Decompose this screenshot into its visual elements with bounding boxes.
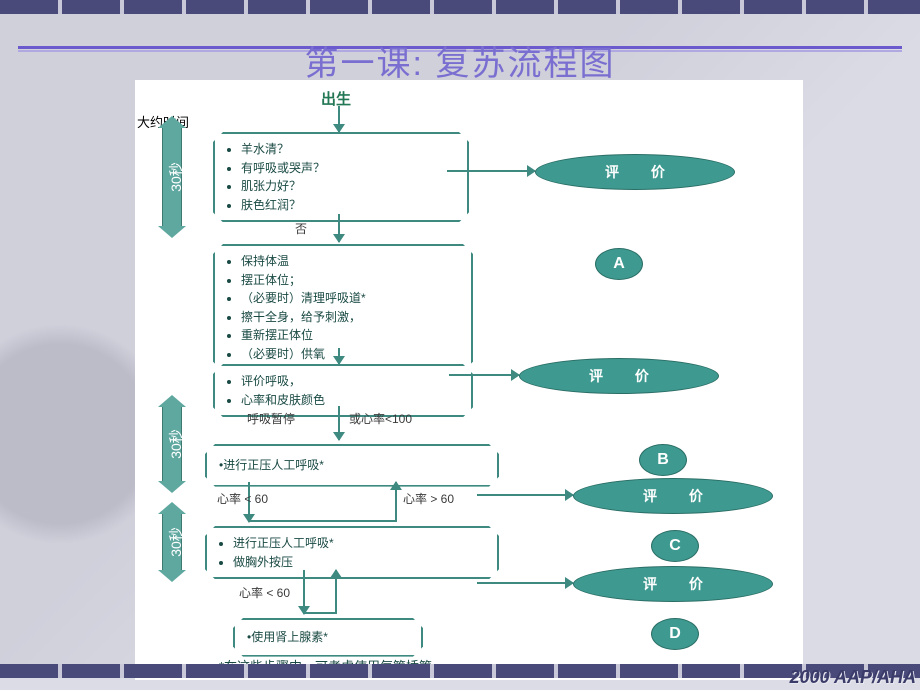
eval-ellipse-1: 评 价 (535, 154, 735, 190)
label-hr-lt-60: 心率 < 60 (217, 490, 268, 507)
brick-border-top (0, 0, 920, 14)
b2-item: 擦干全身，给予刺激， (241, 308, 461, 327)
b2-item: （必要时）清理呼吸道* (241, 289, 461, 308)
b1-item: 有呼吸或哭声？ (241, 159, 457, 178)
initial-steps-box: 保持体温 摆正体位； （必要时）清理呼吸道* 擦干全身，给予刺激， 重新摆正体位… (213, 244, 473, 372)
brick-border-bottom (0, 664, 920, 678)
arrow-b3-eval2 (449, 374, 519, 376)
step-badge-b: B (639, 444, 687, 476)
b2-item: 摆正体位； (241, 271, 461, 290)
arrow-b5-b6 (303, 570, 305, 614)
epinephrine-text: •使用肾上腺素* (247, 630, 328, 644)
arrow-start-b1 (338, 106, 340, 132)
start-label: 出生 (321, 88, 351, 109)
time-bar-2: 30秒 (162, 405, 182, 483)
eval-ellipse-4: 评 价 (573, 566, 773, 602)
b1-item: 肤色红润？ (241, 196, 457, 215)
label-hr-gt-60: 心率 > 60 (403, 490, 454, 507)
b3-item: 心率和皮肤颜色 (241, 391, 461, 410)
slide-title: 第一课: 复苏流程图 (0, 36, 920, 85)
eval-ellipse-2: 评 价 (519, 358, 719, 394)
arrow-b5-eval4 (477, 582, 573, 584)
ppv-box: •进行正压人工呼吸* (205, 444, 499, 487)
time-bar-1-label: 30秒 (166, 162, 186, 192)
b2-item: （必要时）供氧 (241, 345, 461, 364)
step-badge-c: C (651, 530, 699, 562)
ppv-cpr-items: 进行正压人工呼吸* 做胸外按压 (219, 534, 487, 571)
time-bar-2-label: 30秒 (166, 429, 186, 459)
assessment-box-1-items: 羊水清？ 有呼吸或哭声？ 肌张力好？ 肤色红润？ (227, 140, 457, 214)
arrow-b2-b3 (338, 348, 340, 364)
epinephrine-box: •使用肾上腺素* (233, 618, 423, 657)
label-hr-lt-60-2: 心率 < 60 (239, 584, 290, 601)
b5-item: 做胸外按压 (233, 553, 487, 572)
arrow-b1-b2 (338, 214, 340, 242)
connector-hr-split (248, 520, 397, 522)
step-badge-a: A (595, 248, 643, 280)
step-badge-d: D (651, 618, 699, 650)
arrow-b3-b4 (338, 406, 340, 440)
label-no: 否 (295, 220, 307, 237)
flowchart-canvas: 出生 大约时间 30秒 30秒 30秒 羊水清？ 有呼吸或哭声？ 肌张力好？ 肤… (135, 80, 803, 680)
connector-loop (303, 612, 337, 614)
initial-steps-items: 保持体温 摆正体位； （必要时）清理呼吸道* 擦干全身，给予刺激， 重新摆正体位… (227, 252, 461, 364)
evaluate-items: 评价呼吸， 心率和皮肤颜色 (227, 372, 461, 409)
b1-item: 肌张力好？ (241, 177, 457, 196)
time-bar-3: 30秒 (162, 512, 182, 572)
time-bar-1: 30秒 (162, 126, 182, 228)
arrow-b4-eval3 (477, 494, 573, 496)
copyright-credit: 2000 AAP/AHA (790, 667, 916, 688)
arrow-loop-up (335, 570, 337, 614)
arrow-up-hr-gt-60 (395, 482, 397, 522)
label-cond1b: 或心率<100 (349, 410, 412, 427)
eval-ellipse-3: 评 价 (573, 478, 773, 514)
ppv-cpr-box: 进行正压人工呼吸* 做胸外按压 (205, 526, 499, 579)
ppv-text: •进行正压人工呼吸* (219, 458, 324, 472)
b5-item: 进行正压人工呼吸* (233, 534, 487, 553)
b2-item: 重新摆正体位 (241, 326, 461, 345)
b1-item: 羊水清？ (241, 140, 457, 159)
b3-item: 评价呼吸， (241, 372, 461, 391)
assessment-box-1: 羊水清？ 有呼吸或哭声？ 肌张力好？ 肤色红润？ (213, 132, 469, 222)
label-cond1a: 呼吸暂停 (247, 410, 295, 427)
b2-item: 保持体温 (241, 252, 461, 271)
arrow-b1-eval1 (447, 170, 535, 172)
time-bar-3-label: 30秒 (166, 527, 186, 557)
